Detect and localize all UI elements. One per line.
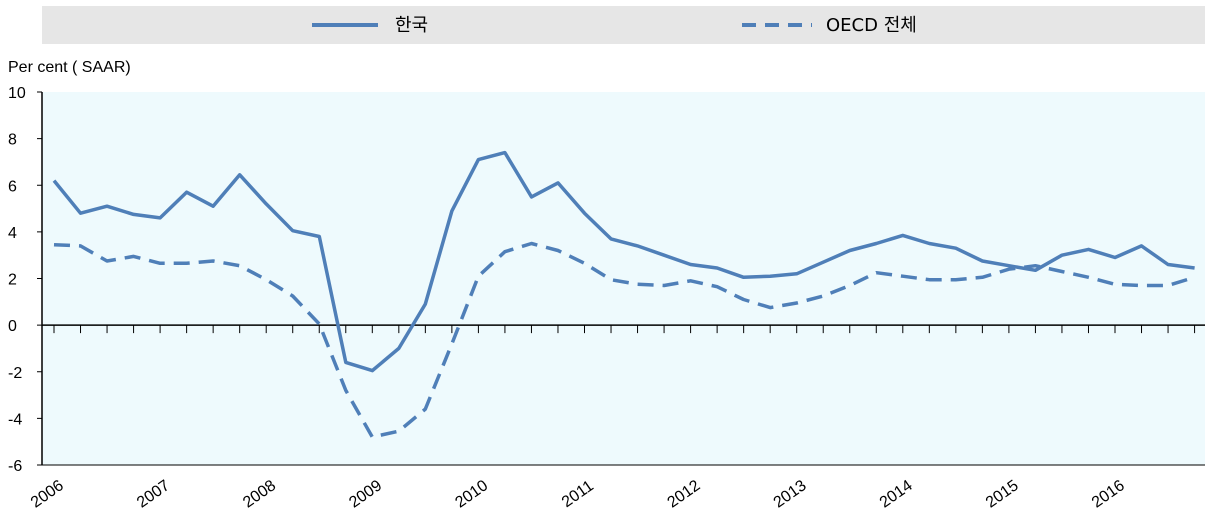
legend-label-0: 한국 <box>395 15 428 36</box>
x-tick-label: 2011 <box>559 477 597 511</box>
y-axis: 10 8 6 4 2 0 -2 -4 -6 <box>8 85 43 475</box>
y-tick-label: -6 <box>8 458 22 475</box>
x-tick-label: 2015 <box>983 477 1022 511</box>
y-tick-label: -2 <box>8 365 22 382</box>
series-line-1 <box>53 241 1196 439</box>
y-axis-unit-label: Per cent ( SAAR) <box>8 59 131 76</box>
y-tick-label: 0 <box>8 318 17 335</box>
legend-item-1: OECD 전체 <box>742 15 917 36</box>
legend-label-1: OECD 전체 <box>826 15 917 36</box>
x-tick-label: 2010 <box>452 477 491 511</box>
x-tick-label: 2008 <box>240 477 279 511</box>
y-tick-label: 6 <box>8 178 17 195</box>
series-line-0 <box>52 150 1195 373</box>
x-tick-label: 2016 <box>1089 477 1128 511</box>
plot-background <box>42 92 1205 465</box>
y-tick-label: 10 <box>8 85 26 102</box>
y-tick-label: 4 <box>8 225 17 242</box>
x-tick-label: 2014 <box>877 477 916 511</box>
series-layer <box>52 150 1196 439</box>
legend-background <box>42 6 1205 44</box>
x-tick-label: 2006 <box>28 477 67 511</box>
x-tick-label: 2009 <box>346 477 385 511</box>
x-tick-label: 2007 <box>134 477 173 511</box>
x-tick-label: 2013 <box>771 477 810 511</box>
y-tick-label: -4 <box>8 411 22 428</box>
y-tick-label: 8 <box>8 132 17 149</box>
legend-item-0: 한국 <box>312 15 428 36</box>
y-tick-label: 2 <box>8 272 17 289</box>
x-tick-label: 2012 <box>665 477 704 511</box>
legend: 한국 OECD 전체 <box>312 15 917 36</box>
